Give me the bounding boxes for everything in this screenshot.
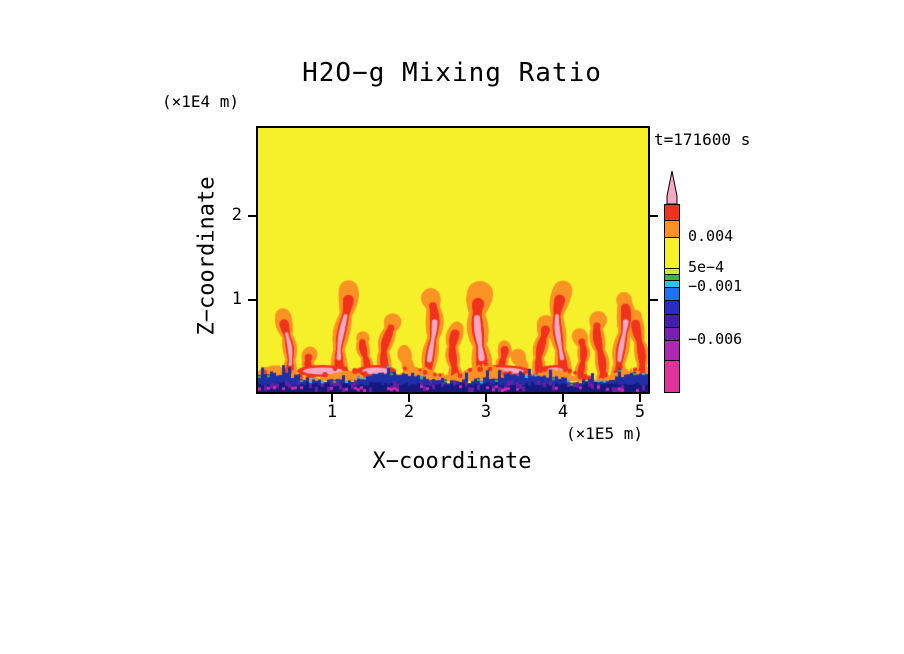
x-tick-label: 5 [634,402,646,422]
colorbar [664,204,680,393]
colorbar-segment [665,340,679,360]
z-tick-label: 1 [231,289,242,309]
z-tick-right [650,215,658,217]
x-axis-label: X−coordinate [372,449,532,474]
colorbar-label: −0.001 [688,277,743,295]
colorbar-label: 0.004 [688,227,734,245]
z-tick-label: 2 [231,205,242,225]
z-axis-unit: (×1E4 m) [162,92,240,111]
colorbar-label: −0.006 [688,330,743,348]
colorbar-segment [665,314,679,327]
z-axis-label: Z−coordinate [194,176,220,336]
timestamp-label: t=171600 s [654,130,751,149]
z-tick [248,215,256,217]
colorbar-segment [665,287,679,300]
x-tick-label: 1 [326,402,338,422]
colorbar-segment [665,360,679,392]
heatmap-canvas [258,128,648,392]
x-tick [331,394,333,402]
x-tick [639,394,641,402]
colorbar-label: 5e−4 [688,258,725,276]
colorbar-segment [665,274,679,280]
x-axis-unit: (×1E5 m) [566,424,644,443]
colorbar-segment [665,220,679,237]
colorbar-segment [665,280,679,287]
colorbar-segment [665,300,679,314]
colorbar-segment [665,237,679,268]
colorbar-segment [665,327,679,340]
x-tick-label: 4 [557,402,569,422]
plot-title: H2O−g Mixing Ratio [302,58,602,88]
x-tick-label: 3 [480,402,492,422]
colorbar-segment [665,268,679,274]
x-tick [485,394,487,402]
colorbar-arrow-icon [664,170,680,205]
plot-area [256,126,650,394]
z-tick [248,299,256,301]
colorbar-segment [665,205,679,220]
x-tick [408,394,410,402]
x-tick [562,394,564,402]
z-tick-right [650,299,658,301]
x-tick-label: 2 [403,402,415,422]
